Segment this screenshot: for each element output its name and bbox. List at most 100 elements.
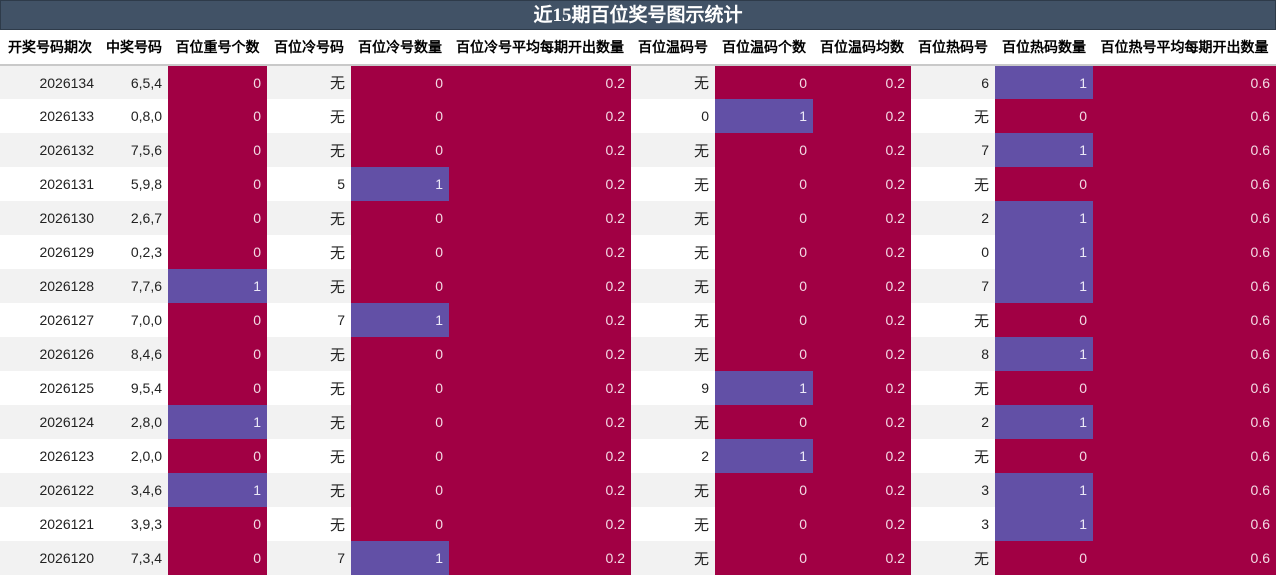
table-cell: 无: [267, 235, 351, 269]
table-row: 2026130 2,6,7 0 无 0 0.2 无 0 0.2 2 1 0.6: [0, 201, 1276, 235]
table-cell: 无: [631, 337, 715, 371]
table-cell: 0.2: [813, 303, 911, 337]
table-cell: 2026120: [0, 541, 100, 575]
table-cell: 0: [351, 269, 449, 303]
table-cell: 3: [911, 473, 995, 507]
column-header: 百位温码个数: [715, 30, 813, 66]
table-cell: 0.6: [1093, 201, 1276, 235]
column-header: 百位温码号: [631, 30, 715, 66]
table-cell: 0.6: [1093, 473, 1276, 507]
table-cell: 0: [715, 65, 813, 99]
table-cell: 无: [267, 337, 351, 371]
table-cell: 1: [715, 99, 813, 133]
table-cell: 无: [267, 405, 351, 439]
table-cell: 0.6: [1093, 405, 1276, 439]
table-cell: 1: [351, 541, 449, 575]
table-cell: 1: [995, 507, 1093, 541]
table-cell: 1: [351, 303, 449, 337]
table-cell: 0: [351, 201, 449, 235]
table-cell: 3: [911, 507, 995, 541]
table-row: 2026128 7,7,6 1 无 0 0.2 无 0 0.2 7 1 0.6: [0, 269, 1276, 303]
table-cell: 0.6: [1093, 99, 1276, 133]
table-cell: 0.6: [1093, 337, 1276, 371]
table-cell: 无: [631, 507, 715, 541]
table-cell: 无: [911, 167, 995, 201]
table-cell: 0: [995, 541, 1093, 575]
table-cell: 0.2: [449, 99, 631, 133]
table-cell: 2,0,0: [100, 439, 168, 473]
table-cell: 无: [631, 269, 715, 303]
table-cell: 2,6,7: [100, 201, 168, 235]
table-cell: 无: [631, 541, 715, 575]
table-cell: 3,4,6: [100, 473, 168, 507]
table-row: 2026126 8,4,6 0 无 0 0.2 无 0 0.2 8 1 0.6: [0, 337, 1276, 371]
table-cell: 0: [168, 507, 267, 541]
table-cell: 0: [715, 235, 813, 269]
table-cell: 2026125: [0, 371, 100, 405]
table-cell: 0: [168, 201, 267, 235]
table-cell: 2,8,0: [100, 405, 168, 439]
table-cell: 0: [168, 337, 267, 371]
table-cell: 0.6: [1093, 167, 1276, 201]
table-cell: 无: [267, 439, 351, 473]
table-cell: 0.2: [449, 507, 631, 541]
table-cell: 1: [168, 405, 267, 439]
table-cell: 0.2: [449, 65, 631, 99]
table-cell: 0: [351, 439, 449, 473]
table-cell: 0.2: [813, 405, 911, 439]
table-row: 2026125 9,5,4 0 无 0 0.2 9 1 0.2 无 0 0.6: [0, 371, 1276, 405]
table-cell: 0.6: [1093, 507, 1276, 541]
table-cell: 0: [715, 167, 813, 201]
table-cell: 0.2: [449, 473, 631, 507]
column-header: 开奖号码期次: [0, 30, 100, 66]
table-row: 2026134 6,5,4 0 无 0 0.2 无 0 0.2 6 1 0.6: [0, 65, 1276, 99]
table-row: 2026123 2,0,0 0 无 0 0.2 2 1 0.2 无 0 0.6: [0, 439, 1276, 473]
table-cell: 0: [168, 65, 267, 99]
table-cell: 0.2: [449, 235, 631, 269]
table-cell: 0: [995, 371, 1093, 405]
table-cell: 2026121: [0, 507, 100, 541]
table-cell: 0: [351, 473, 449, 507]
table-cell: 0.6: [1093, 235, 1276, 269]
table-cell: 2026122: [0, 473, 100, 507]
table-cell: 0.2: [449, 541, 631, 575]
table-cell: 无: [911, 371, 995, 405]
table-cell: 1: [995, 133, 1093, 167]
table-cell: 0: [715, 507, 813, 541]
table-cell: 0.2: [813, 337, 911, 371]
table-cell: 无: [911, 541, 995, 575]
table-cell: 0: [351, 371, 449, 405]
table-cell: 0: [351, 337, 449, 371]
table-cell: 0.2: [813, 167, 911, 201]
column-header: 百位重号个数: [168, 30, 267, 66]
table-cell: 0.2: [449, 201, 631, 235]
table-row: 2026120 7,3,4 0 7 1 0.2 无 0 0.2 无 0 0.6: [0, 541, 1276, 575]
table-cell: 1: [995, 337, 1093, 371]
table-row: 2026133 0,8,0 0 无 0 0.2 0 1 0.2 无 0 0.6: [0, 99, 1276, 133]
table-cell: 0.2: [449, 371, 631, 405]
table-cell: 0.2: [813, 269, 911, 303]
table-cell: 6,5,4: [100, 65, 168, 99]
table-cell: 无: [631, 167, 715, 201]
table-cell: 无: [267, 133, 351, 167]
table-cell: 0.2: [449, 269, 631, 303]
table-cell: 1: [995, 269, 1093, 303]
table-cell: 0: [995, 439, 1093, 473]
table-cell: 0: [715, 201, 813, 235]
table-cell: 2026123: [0, 439, 100, 473]
table-cell: 0: [715, 541, 813, 575]
table-cell: 0.6: [1093, 439, 1276, 473]
table-cell: 9: [631, 371, 715, 405]
table-cell: 0.2: [813, 371, 911, 405]
column-header: 百位热号平均每期开出数量: [1093, 30, 1276, 66]
table-cell: 0: [351, 133, 449, 167]
table-cell: 2026132: [0, 133, 100, 167]
table-cell: 6: [911, 65, 995, 99]
table-row: 2026127 7,0,0 0 7 1 0.2 无 0 0.2 无 0 0.6: [0, 303, 1276, 337]
table-row: 2026122 3,4,6 1 无 0 0.2 无 0 0.2 3 1 0.6: [0, 473, 1276, 507]
table-cell: 0.2: [813, 541, 911, 575]
table-cell: 0.2: [813, 201, 911, 235]
table-cell: 0: [168, 235, 267, 269]
column-header: 中奖号码: [100, 30, 168, 66]
table-cell: 0.2: [813, 473, 911, 507]
